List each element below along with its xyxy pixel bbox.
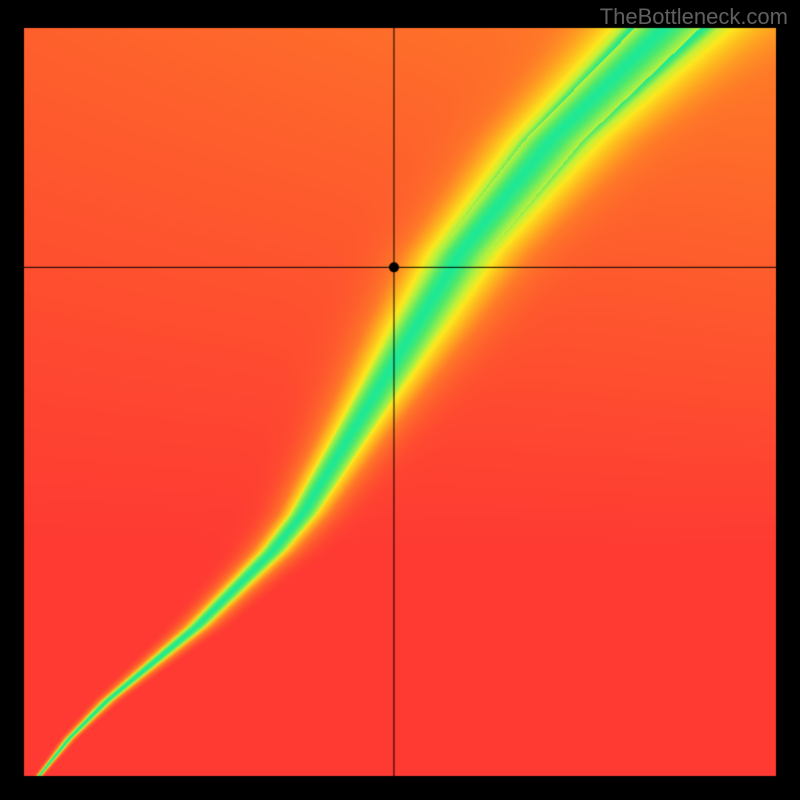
heatmap-canvas <box>0 0 800 800</box>
watermark-text: TheBottleneck.com <box>600 4 788 30</box>
